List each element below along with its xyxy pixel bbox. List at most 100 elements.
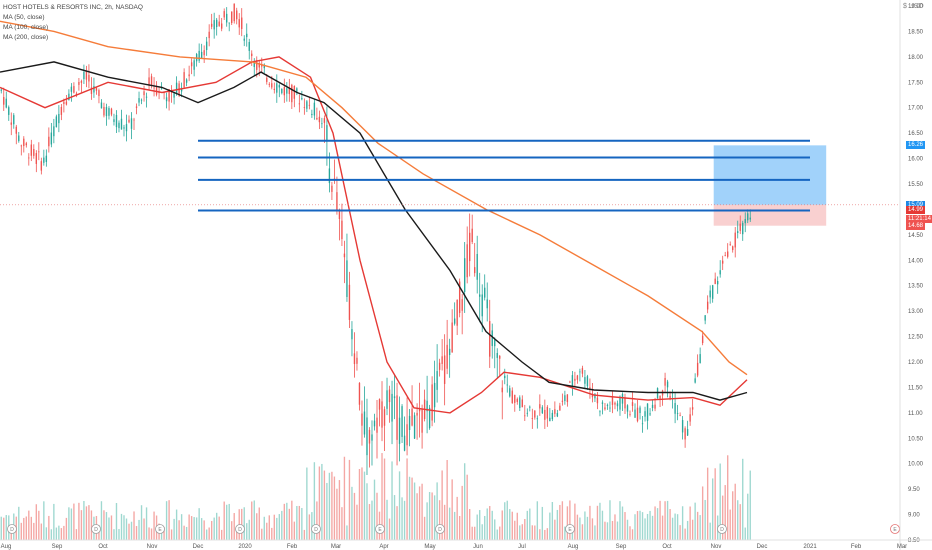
candle-body bbox=[48, 136, 50, 147]
candle-body bbox=[150, 76, 153, 86]
candle-body bbox=[676, 412, 679, 414]
candle-body bbox=[639, 407, 641, 414]
volume-bar bbox=[83, 500, 85, 540]
volume-bar bbox=[258, 507, 260, 540]
volume-bar bbox=[589, 505, 591, 540]
candle-body bbox=[228, 22, 230, 24]
candle-body bbox=[576, 375, 579, 380]
candle-body bbox=[616, 403, 619, 407]
event-marker-label: D bbox=[720, 527, 724, 533]
candle-body bbox=[666, 381, 669, 388]
candle-body bbox=[20, 145, 22, 147]
volume-bar bbox=[564, 526, 566, 540]
candle-body bbox=[696, 362, 699, 376]
volume-bar bbox=[140, 505, 143, 540]
candle-body bbox=[110, 108, 113, 115]
candle-body bbox=[301, 98, 303, 100]
event-marker-label: E bbox=[158, 527, 162, 533]
candle-body bbox=[3, 97, 5, 105]
volume-bar bbox=[606, 522, 609, 540]
volume-bar bbox=[120, 513, 123, 540]
volume-bar bbox=[108, 517, 110, 540]
candle-body bbox=[266, 77, 268, 82]
candle-body bbox=[90, 87, 93, 94]
volume-bar bbox=[413, 482, 416, 540]
candle-body bbox=[396, 395, 398, 440]
volume-bar bbox=[616, 521, 619, 540]
y-tick-label: 19.00 bbox=[908, 4, 924, 10]
candle-body bbox=[544, 409, 546, 420]
candle-body bbox=[188, 74, 190, 77]
event-marker-label: D bbox=[438, 527, 442, 533]
candle-body bbox=[133, 119, 135, 121]
volume-bar bbox=[160, 529, 163, 540]
volume-bar bbox=[576, 514, 579, 540]
currency-icon: $ bbox=[903, 3, 907, 10]
volume-bar bbox=[722, 495, 724, 540]
volume-bar bbox=[421, 483, 423, 540]
candle-body bbox=[624, 397, 626, 409]
volume-bar bbox=[138, 519, 140, 540]
legend-ma200[interactable]: MA (200, close) bbox=[3, 34, 49, 41]
volume-bar bbox=[661, 515, 664, 540]
volume-bar bbox=[105, 512, 108, 540]
volume-bar bbox=[78, 502, 80, 540]
volume-bar bbox=[28, 510, 30, 540]
x-tick-label: Feb bbox=[851, 544, 862, 550]
candle-body bbox=[145, 96, 148, 98]
candle-body bbox=[413, 415, 416, 439]
candle-body bbox=[629, 413, 631, 415]
volume-bar bbox=[461, 485, 463, 540]
volume-bar bbox=[536, 501, 539, 540]
volume-bar bbox=[411, 477, 413, 540]
volume-bar bbox=[644, 518, 646, 540]
volume-bar bbox=[701, 486, 704, 540]
candle-body bbox=[406, 424, 408, 446]
candle-body bbox=[476, 254, 478, 280]
legend-ma50[interactable]: MA (50, close) bbox=[3, 14, 45, 21]
candle-body bbox=[466, 244, 468, 278]
candle-body bbox=[298, 103, 301, 105]
candle-body bbox=[338, 211, 341, 220]
volume-bar bbox=[333, 476, 336, 540]
legend-ma100[interactable]: MA (100, close) bbox=[3, 24, 49, 31]
volume-bar bbox=[233, 513, 235, 540]
currency-label[interactable]: $ USD bbox=[903, 3, 924, 10]
event-marker-icon bbox=[7, 524, 17, 534]
horizontal-levels-layer bbox=[0, 139, 900, 212]
volume-bar bbox=[323, 470, 326, 540]
candle-body bbox=[183, 72, 185, 88]
volume-bar bbox=[218, 516, 220, 540]
candle-body bbox=[656, 388, 659, 399]
candle-body bbox=[484, 287, 486, 298]
x-tick-label: Jul bbox=[518, 544, 526, 550]
volume-bar bbox=[361, 467, 363, 540]
x-tick-label: May bbox=[424, 544, 435, 550]
volume-bar bbox=[38, 510, 40, 540]
candle-body bbox=[353, 353, 356, 365]
candle-body bbox=[53, 126, 55, 137]
volume-bar bbox=[438, 500, 441, 540]
candle-body bbox=[95, 87, 98, 91]
candle-body bbox=[336, 192, 338, 210]
candle-body bbox=[85, 71, 88, 80]
volume-bar bbox=[48, 515, 50, 540]
candle-body bbox=[68, 93, 70, 101]
candle-body bbox=[496, 352, 498, 358]
ma-line-50 bbox=[0, 56, 748, 414]
candle-body bbox=[566, 394, 569, 403]
candle-body bbox=[609, 407, 611, 409]
x-tick-label: Nov bbox=[147, 544, 158, 550]
candle-body bbox=[456, 299, 458, 326]
candle-body bbox=[326, 125, 328, 141]
volume-bar bbox=[58, 525, 60, 540]
candle-body bbox=[526, 412, 528, 414]
volume-bar bbox=[178, 520, 180, 540]
volume-bar bbox=[143, 518, 145, 540]
volume-bar bbox=[443, 504, 446, 540]
candle-body bbox=[474, 267, 476, 274]
candle-body bbox=[737, 231, 739, 233]
candle-body bbox=[468, 232, 471, 262]
volume-bar bbox=[406, 458, 408, 540]
